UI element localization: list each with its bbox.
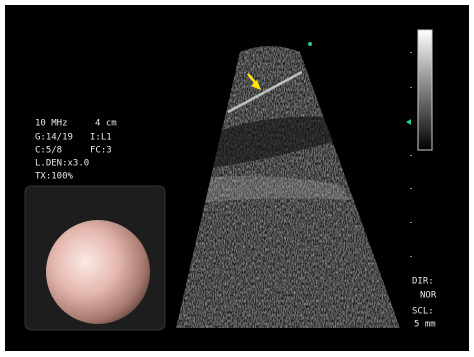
focus-marker xyxy=(406,119,411,125)
compound: C:5/8 xyxy=(35,146,62,156)
depth: 4 cm xyxy=(95,119,117,129)
frequency: 10 MHz xyxy=(35,119,68,129)
image-mode: I:L1 xyxy=(90,133,112,143)
scale-label: SCL: xyxy=(412,307,434,317)
frame: FC:3 xyxy=(90,146,112,156)
grayscale-bar xyxy=(417,29,433,151)
endoscope-inset xyxy=(24,185,166,331)
power: TX:100% xyxy=(35,172,74,182)
arrow-head xyxy=(251,80,261,90)
direction: NOR xyxy=(420,291,437,301)
density: L.DEN:x3.0 xyxy=(35,159,89,169)
scale: 5 mm xyxy=(414,320,436,330)
gain: G:14/19 xyxy=(35,133,73,143)
orientation-marker xyxy=(308,42,312,46)
direction-label: DIR: xyxy=(412,277,434,287)
depth-ticks xyxy=(410,52,412,257)
